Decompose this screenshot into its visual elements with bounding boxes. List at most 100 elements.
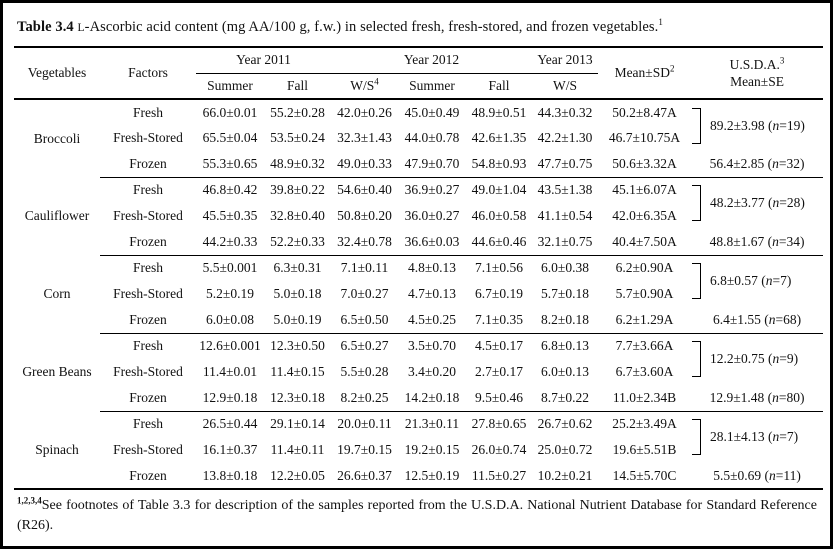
col-group-year-2012: Year 2012 xyxy=(331,47,533,74)
usda-mean-cell: 6.8±0.57 (n=7) xyxy=(691,255,823,307)
usda-value: 89.2±3.98 (n=19) xyxy=(710,118,805,134)
table-row: Green Beans Fresh 12.6±0.001 12.3±0.50 6.5±0… xyxy=(14,333,823,379)
value-cell: 42.2±1.30 xyxy=(537,130,593,145)
mean-sd-label: Mean±SD xyxy=(614,65,670,80)
value-cell: 32.1±0.75 xyxy=(532,229,599,256)
usda-frozen-cell: 6.4±1.55 (n=68) xyxy=(691,307,824,334)
value-cell: 54.8±0.93 xyxy=(466,151,533,178)
value-cell: 32.3±1.43 xyxy=(337,130,392,145)
usda-n-italic: n xyxy=(772,117,780,133)
footnote-text: See footnotes of Table 3.3 for descripti… xyxy=(17,498,817,533)
mean-sd-cell: 19.6±5.51B xyxy=(612,442,677,457)
col-header-fall-2012: Fall xyxy=(466,73,532,99)
usda-value-post: =32) xyxy=(778,155,805,171)
factor-cell: Fresh-Stored xyxy=(113,442,183,457)
table-row: Spinach Fresh 26.5±0.44 29.1±0.14 20.0±0.11 2… xyxy=(14,411,823,456)
factor-cell: Fresh xyxy=(133,182,163,198)
table-row: Cauliflower Fresh 46.8±0.42 39.8±0.22 54.6±0… xyxy=(14,177,823,223)
title-smallcap-l: L xyxy=(77,22,85,34)
value-cell: 39.8±0.22 xyxy=(270,182,325,198)
usda-value-pre: 12.9±1.48 ( xyxy=(709,389,773,405)
usda-label: U.S.D.A. xyxy=(729,57,780,72)
factor-cell: Frozen xyxy=(100,151,196,178)
value-cell: 12.3±0.50 xyxy=(270,338,325,354)
value-cell: 6.5±0.50 xyxy=(331,307,399,334)
usda-value-pre: 12.2±0.75 ( xyxy=(710,351,773,367)
value-cell: 20.0±0.11 xyxy=(337,416,392,432)
title-footnote-marker: 1 xyxy=(658,17,664,28)
value-cell: 4.5±0.17 xyxy=(475,338,523,354)
table-row: Fresh-Stored 5.2±0.19 5.0±0.18 7.0±0.27 4.7±… xyxy=(14,281,823,307)
value-cell: 6.0±0.13 xyxy=(541,364,589,379)
usda-mean-cell: 89.2±3.98 (n=19) xyxy=(691,99,823,151)
usda-n-italic: n xyxy=(772,195,780,211)
usda-n-italic: n xyxy=(768,467,776,483)
mean-sd-cell: 42.0±6.35A xyxy=(612,208,677,223)
value-cell: 3.5±0.70 xyxy=(408,338,456,354)
footnote: 1,2,3,4See footnotes of Table 3.3 for de… xyxy=(14,490,819,536)
value-cell: 16.1±0.37 xyxy=(202,442,258,457)
value-cell: 45.0±0.49 xyxy=(404,104,460,120)
value-cell: 26.6±0.37 xyxy=(337,467,392,483)
vegetable-name: Cauliflower xyxy=(24,208,90,223)
season-label: Summer xyxy=(409,77,455,93)
value-cell: 19.2±0.15 xyxy=(404,442,460,457)
table-header: Vegetables Factors Year 2011 Year 2012 Y… xyxy=(14,47,824,99)
value-cell: 48.9±0.51 xyxy=(471,104,527,120)
table-row: Frozen 55.3±0.65 48.9±0.32 49.0±0.33 47.9±0.… xyxy=(14,151,824,178)
value-cell: 2.7±0.17 xyxy=(475,364,523,379)
table-row: Frozen 12.9±0.18 12.3±0.18 8.2±0.25 14.2±0.1… xyxy=(14,385,824,412)
footnote-markers: 1,2,3,4 xyxy=(17,495,42,506)
value-cell: 43.5±1.38 xyxy=(537,182,593,198)
col-group-year-2011: Year 2011 xyxy=(196,47,332,74)
usda-value-pre: 56.4±2.85 ( xyxy=(709,155,773,171)
factor-cell: Fresh-Stored xyxy=(113,208,183,223)
vegetable-name: Corn xyxy=(43,286,71,301)
usda-value-post: =7) xyxy=(779,429,799,445)
vegetable-name: Green Beans xyxy=(22,364,92,379)
value-cell: 32.8±0.40 xyxy=(270,208,325,223)
usda-value: 56.4±2.85 (n=32) xyxy=(710,156,805,171)
value-cell: 6.3±0.31 xyxy=(273,260,322,276)
value-cell: 36.6±0.03 xyxy=(398,229,467,256)
col-header-usda: U.S.D.A.3 Mean±SE xyxy=(691,47,823,99)
value-cell: 8.7±0.22 xyxy=(532,385,599,412)
value-cell: 36.0±0.27 xyxy=(404,208,460,223)
bracket-icon xyxy=(692,107,702,144)
season-header-row: Summer Fall W/S4 Summer Fall W/S xyxy=(14,73,823,99)
usda-value: 6.4±1.55 (n=68) xyxy=(713,312,801,327)
usda-bracket-group: 12.2±0.75 (n=9) xyxy=(691,341,823,378)
col-header-summer-2012: Summer xyxy=(398,73,466,99)
usda-value: 48.8±1.67 (n=34) xyxy=(710,234,805,249)
usda-frozen-cell: 12.9±1.48 (n=80) xyxy=(691,385,824,412)
usda-value-post: =9) xyxy=(779,351,799,367)
col-group-year-2013: Year 2013 xyxy=(532,47,599,74)
usda-value-pre: 6.4±1.55 ( xyxy=(712,311,769,327)
value-cell: 65.5±0.04 xyxy=(202,130,258,145)
value-cell: 48.9±0.32 xyxy=(264,151,332,178)
factor-cell: Fresh xyxy=(133,416,163,432)
usda-n-italic: n xyxy=(772,389,779,405)
value-cell: 26.7±0.62 xyxy=(537,416,593,432)
usda-bracket-group: 28.1±4.13 (n=7) xyxy=(691,419,823,456)
mean-sd-footnote-marker: 2 xyxy=(669,63,675,74)
value-cell: 21.3±0.11 xyxy=(404,416,460,432)
usda-value: 12.9±1.48 (n=80) xyxy=(710,390,805,405)
usda-mean-cell: 48.2±3.77 (n=28) xyxy=(691,177,823,229)
value-cell: 44.0±0.78 xyxy=(404,130,460,145)
usda-value: 6.8±0.57 (n=7) xyxy=(710,273,791,289)
season-label: W/S xyxy=(553,77,578,93)
usda-value-post: =7) xyxy=(772,273,792,289)
value-cell: 5.0±0.19 xyxy=(264,307,332,334)
usda-value-post: =11) xyxy=(775,467,801,483)
value-cell: 11.5±0.27 xyxy=(471,467,527,483)
usda-value-post: =28) xyxy=(779,195,805,211)
factor-cell: Fresh-Stored xyxy=(113,364,183,379)
usda-mean-cell: 28.1±4.13 (n=7) xyxy=(691,411,823,463)
year-header-row: Vegetables Factors Year 2011 Year 2012 Y… xyxy=(14,47,823,89)
usda-footnote-marker: 3 xyxy=(779,55,785,66)
value-cell: 11.4±0.11 xyxy=(270,442,325,457)
value-cell: 7.1±0.56 xyxy=(475,260,523,276)
value-cell: 42.6±1.35 xyxy=(471,130,527,145)
usda-header-line1: U.S.D.A.3 xyxy=(691,56,823,73)
